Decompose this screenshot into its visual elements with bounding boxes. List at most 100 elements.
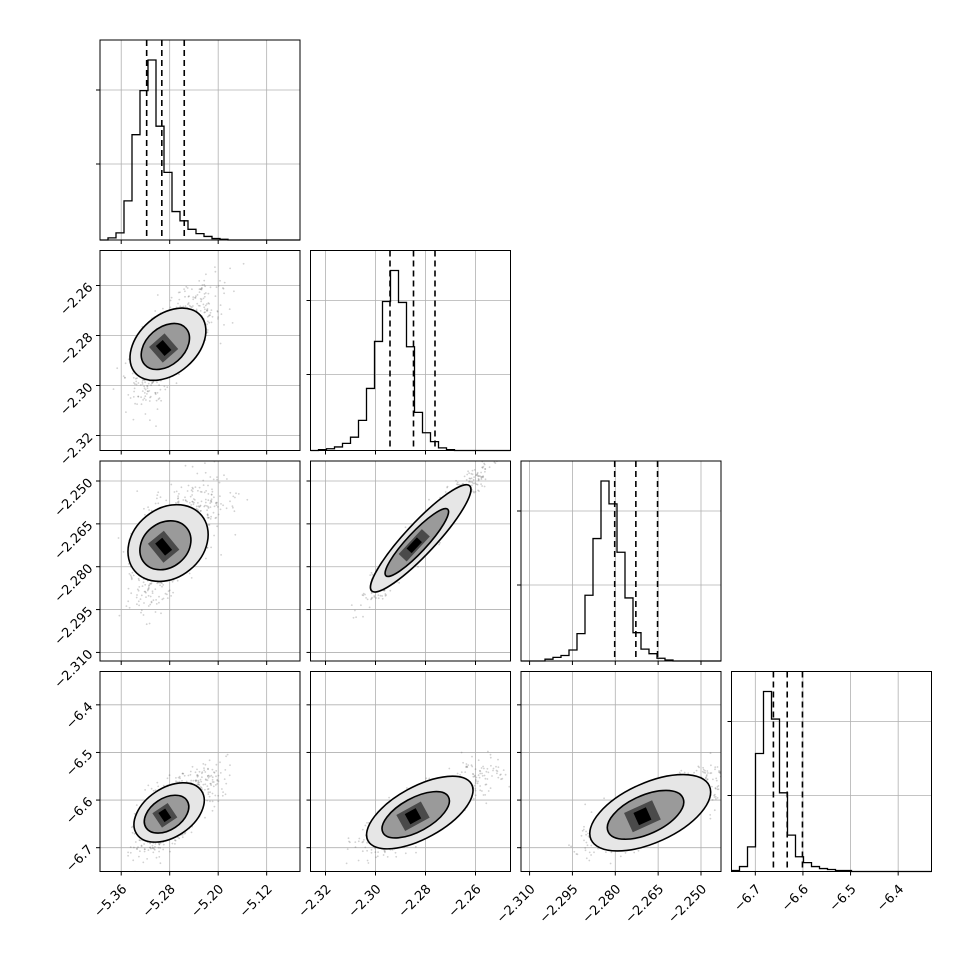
point bbox=[130, 576, 133, 578]
point bbox=[191, 490, 194, 493]
scatter-frame-2-0 bbox=[99, 460, 301, 662]
point bbox=[201, 287, 203, 290]
histogram-3 bbox=[731, 690, 932, 873]
point bbox=[185, 499, 187, 502]
contour-outer bbox=[127, 503, 209, 583]
point bbox=[156, 381, 158, 384]
point bbox=[415, 851, 417, 854]
point bbox=[487, 750, 489, 753]
histogram-2 bbox=[521, 480, 721, 662]
point bbox=[137, 846, 139, 848]
point bbox=[478, 769, 481, 772]
point bbox=[215, 286, 218, 288]
point bbox=[154, 310, 157, 312]
point bbox=[206, 799, 209, 802]
point bbox=[149, 603, 152, 606]
point bbox=[203, 491, 206, 494]
point bbox=[136, 490, 139, 492]
point bbox=[187, 295, 190, 298]
point bbox=[136, 603, 138, 606]
point bbox=[229, 491, 232, 494]
point bbox=[188, 572, 191, 575]
point bbox=[457, 483, 459, 486]
point bbox=[145, 596, 147, 598]
point bbox=[185, 780, 188, 783]
point bbox=[471, 469, 474, 472]
point bbox=[216, 525, 219, 528]
point bbox=[417, 565, 419, 568]
point bbox=[196, 294, 199, 296]
point bbox=[425, 777, 428, 780]
histogram-panel-2 bbox=[517, 460, 722, 662]
point bbox=[459, 774, 461, 776]
point bbox=[148, 509, 151, 511]
hist-frame-2 bbox=[520, 460, 722, 662]
density-2-0 bbox=[127, 503, 209, 583]
point bbox=[367, 862, 370, 864]
point bbox=[207, 505, 210, 508]
point bbox=[166, 593, 168, 596]
point bbox=[146, 390, 149, 392]
point bbox=[206, 331, 209, 334]
point bbox=[481, 475, 484, 478]
point bbox=[157, 846, 160, 849]
point bbox=[214, 517, 217, 520]
point bbox=[225, 755, 228, 758]
panel-content-3-1 bbox=[310, 671, 558, 872]
point bbox=[225, 507, 228, 510]
point bbox=[522, 756, 524, 758]
point bbox=[179, 777, 181, 780]
point bbox=[143, 848, 146, 850]
point bbox=[217, 794, 220, 797]
point bbox=[188, 295, 190, 297]
point bbox=[220, 503, 222, 505]
point bbox=[130, 826, 133, 829]
panel-content-1-0 bbox=[100, 250, 300, 451]
point bbox=[136, 594, 138, 596]
point bbox=[210, 784, 213, 786]
point bbox=[484, 470, 486, 473]
contour-outer bbox=[129, 307, 207, 382]
point bbox=[207, 499, 210, 502]
point bbox=[366, 849, 368, 852]
point bbox=[222, 504, 225, 507]
point bbox=[158, 601, 160, 604]
point bbox=[229, 500, 231, 503]
point bbox=[152, 599, 155, 602]
point bbox=[384, 594, 387, 597]
point bbox=[446, 486, 448, 489]
point bbox=[219, 761, 221, 764]
point bbox=[214, 784, 217, 786]
point bbox=[199, 297, 202, 300]
point bbox=[197, 502, 199, 504]
point bbox=[369, 574, 372, 576]
point bbox=[132, 396, 135, 398]
point bbox=[479, 785, 481, 787]
point bbox=[209, 476, 212, 478]
point bbox=[209, 518, 212, 520]
point bbox=[221, 794, 224, 797]
point bbox=[556, 733, 558, 735]
point bbox=[204, 788, 206, 791]
point bbox=[133, 390, 136, 393]
point bbox=[169, 299, 172, 302]
point bbox=[129, 851, 132, 854]
point bbox=[141, 585, 144, 587]
point bbox=[389, 589, 392, 592]
point bbox=[205, 505, 208, 507]
point bbox=[200, 509, 202, 512]
point bbox=[196, 302, 199, 305]
point bbox=[155, 856, 158, 859]
point bbox=[406, 787, 408, 789]
point bbox=[201, 284, 204, 286]
point bbox=[508, 431, 510, 433]
point bbox=[217, 774, 220, 777]
point bbox=[223, 324, 225, 326]
point bbox=[145, 399, 147, 401]
point bbox=[130, 592, 133, 595]
point bbox=[485, 783, 488, 786]
point bbox=[135, 596, 138, 599]
point bbox=[162, 597, 165, 600]
point bbox=[200, 491, 203, 493]
point bbox=[207, 768, 209, 771]
